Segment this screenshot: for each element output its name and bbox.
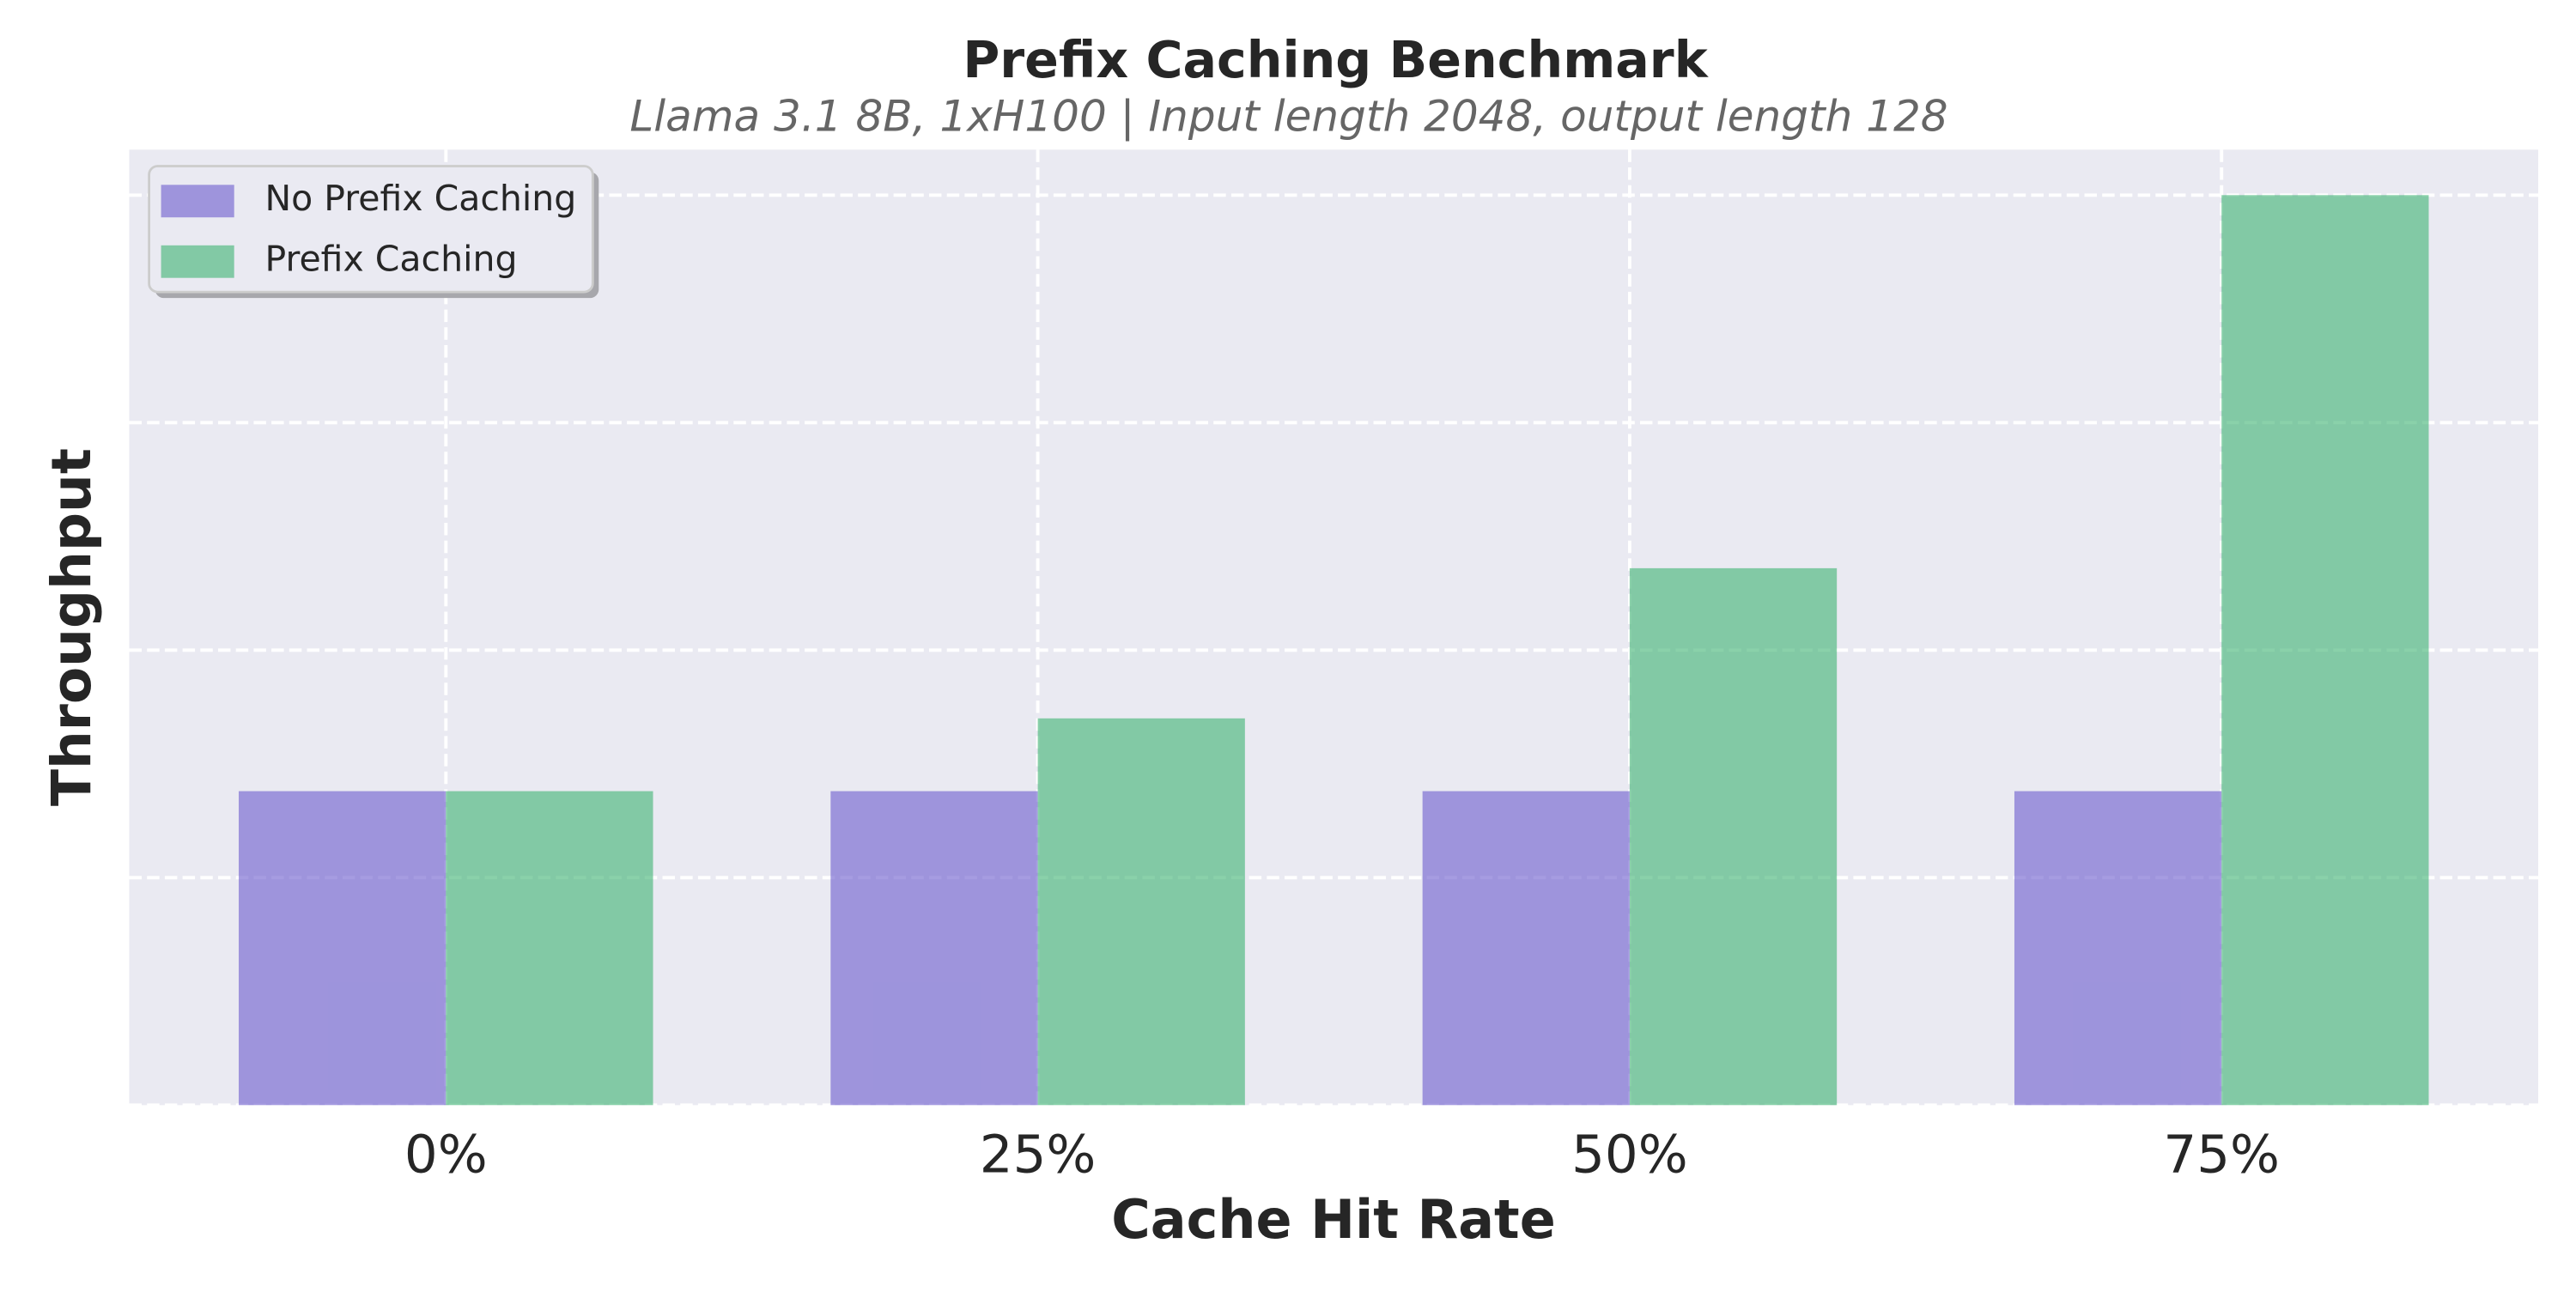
legend: No Prefix Caching Prefix Caching (148, 165, 599, 299)
y-axis-label: Throughput (40, 448, 103, 806)
x-tick-label-0%: 0% (404, 1125, 488, 1186)
x-tick-labels: 0% 25% 50% 75% (404, 1125, 2280, 1186)
chart-title: Prefix Caching Benchmark (963, 31, 1709, 89)
legend-box (148, 165, 594, 294)
bar-no-prefix-caching-75% (2014, 791, 2222, 1106)
bar-prefix-caching-75% (2221, 195, 2429, 1106)
bar-prefix-caching-25% (1037, 718, 1245, 1106)
bar-no-prefix-caching-50% (1422, 791, 1630, 1106)
x-tick-label-75%: 75% (2163, 1125, 2280, 1186)
legend-label-prefix-caching: Prefix Caching (265, 239, 518, 280)
bar-prefix-caching-0% (446, 791, 653, 1106)
bar-prefix-caching-50% (1629, 567, 1838, 1106)
legend-label-no-prefix-caching: No Prefix Caching (265, 178, 577, 219)
chart-subtitle: Llama 3.1 8B, 1xH100 | Input length 2048… (629, 92, 1947, 142)
x-tick-label-50%: 50% (1571, 1125, 1688, 1186)
legend-swatch-no-prefix-caching (161, 185, 234, 218)
x-tick-label-25%: 25% (980, 1125, 1097, 1186)
bars (239, 195, 2429, 1106)
legend-swatch-prefix-caching (161, 245, 234, 278)
bar-no-prefix-caching-0% (239, 791, 447, 1106)
bar-no-prefix-caching-25% (830, 791, 1038, 1106)
x-axis-label: Cache Hit Rate (1111, 1188, 1556, 1251)
